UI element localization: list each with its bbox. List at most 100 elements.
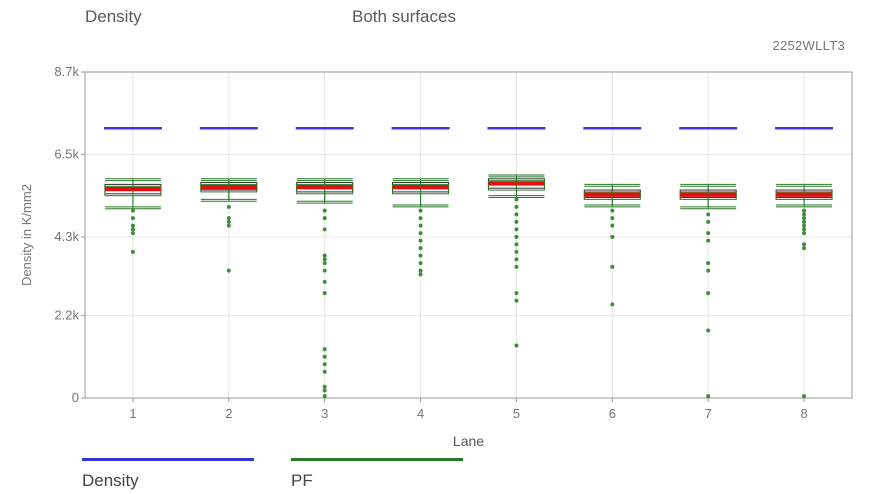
outlier-point — [226, 216, 231, 221]
outlier-point — [514, 234, 519, 239]
outlier-point — [802, 216, 807, 221]
outlier-point — [322, 227, 327, 232]
outlier-point — [322, 268, 327, 273]
outlier-point — [802, 223, 807, 228]
outlier-point — [322, 347, 327, 352]
outlier-point — [418, 272, 423, 277]
x-axis-ticks: 1 2 3 4 5 6 7 8 — [129, 398, 808, 421]
outlier-point — [802, 242, 807, 247]
legend-label: Density — [82, 471, 139, 490]
outlier-point — [322, 384, 327, 389]
header-density-label: Density — [85, 7, 142, 26]
outlier-point — [514, 197, 519, 202]
outlier-point — [322, 208, 327, 213]
outlier-point — [322, 354, 327, 359]
outlier-point — [418, 246, 423, 251]
x-tick-label: 1 — [129, 406, 136, 421]
outlier-point — [514, 343, 519, 348]
outlier-point — [706, 238, 711, 243]
outlier-point — [130, 227, 135, 232]
outlier-point — [802, 208, 807, 213]
outlier-point — [706, 231, 711, 236]
outlier-point — [322, 216, 327, 221]
outlier-point — [418, 268, 423, 273]
y-tick-label: 8.7k — [54, 64, 79, 79]
outlier-point — [418, 238, 423, 243]
outlier-point — [706, 268, 711, 273]
outlier-point — [610, 223, 615, 228]
outlier-point — [514, 264, 519, 269]
outlier-point — [130, 249, 135, 254]
y-tick-label: 6.5k — [54, 146, 79, 161]
outlier-point — [418, 253, 423, 258]
outlier-point — [418, 223, 423, 228]
outlier-point — [418, 208, 423, 213]
outlier-point — [802, 246, 807, 251]
outlier-point — [514, 298, 519, 303]
outlier-point — [322, 279, 327, 284]
outlier-point — [322, 388, 327, 393]
outlier-point — [418, 231, 423, 236]
x-tick-label: 3 — [321, 406, 328, 421]
outlier-point — [610, 264, 615, 269]
outlier-point — [130, 223, 135, 228]
outlier-point — [514, 219, 519, 224]
header-surface-label: Both surfaces — [352, 7, 456, 26]
x-axis-label: Lane — [453, 433, 484, 449]
outlier-point — [322, 369, 327, 374]
box-plots — [104, 174, 833, 210]
outlier-point — [610, 234, 615, 239]
outlier-point — [610, 302, 615, 307]
outlier-point — [802, 219, 807, 224]
x-tick-label: 5 — [513, 406, 520, 421]
x-tick-label: 2 — [225, 406, 232, 421]
y-axis-ticks: 0 2.2k 4.3k 6.5k 8.7k — [54, 64, 85, 405]
outlier-points — [130, 197, 807, 399]
outlier-point — [322, 253, 327, 258]
outlier-point — [130, 208, 135, 213]
outlier-point — [322, 362, 327, 367]
outlier-point — [706, 219, 711, 224]
grid-layer — [85, 71, 852, 399]
outlier-point — [706, 212, 711, 217]
legend-swatch — [82, 458, 254, 461]
outlier-point — [514, 257, 519, 262]
outlier-point — [322, 291, 327, 296]
outlier-point — [610, 208, 615, 213]
outlier-point — [418, 216, 423, 221]
outlier-point — [706, 291, 711, 296]
outlier-point — [706, 261, 711, 266]
outlier-point — [322, 394, 327, 399]
outlier-point — [802, 394, 807, 399]
y-tick-label: 4.3k — [54, 229, 79, 244]
outlier-point — [706, 394, 711, 399]
legend-item-density: Density — [82, 458, 254, 491]
outlier-point — [802, 227, 807, 232]
outlier-point — [514, 212, 519, 217]
outlier-point — [418, 261, 423, 266]
outlier-point — [226, 223, 231, 228]
legend-item-pf: PF — [291, 458, 463, 491]
outlier-point — [322, 261, 327, 266]
x-tick-label: 6 — [609, 406, 616, 421]
y-axis-label: Density in K/mm2 — [19, 184, 34, 286]
legend-swatch — [291, 458, 463, 461]
outlier-point — [514, 291, 519, 296]
outlier-point — [610, 216, 615, 221]
outlier-point — [226, 204, 231, 209]
outlier-point — [802, 212, 807, 217]
outlier-point — [226, 219, 231, 224]
run-id-label: 2252WLLT3 — [772, 38, 845, 53]
x-tick-label: 7 — [705, 406, 712, 421]
outlier-point — [130, 231, 135, 236]
outlier-point — [514, 242, 519, 247]
y-tick-label: 0 — [72, 390, 79, 405]
outlier-point — [130, 216, 135, 221]
outlier-point — [706, 328, 711, 333]
legend-label: PF — [291, 471, 313, 490]
x-tick-label: 8 — [800, 406, 807, 421]
outlier-point — [226, 268, 231, 273]
x-tick-label: 4 — [417, 406, 424, 421]
legend: Density PF — [82, 458, 502, 494]
